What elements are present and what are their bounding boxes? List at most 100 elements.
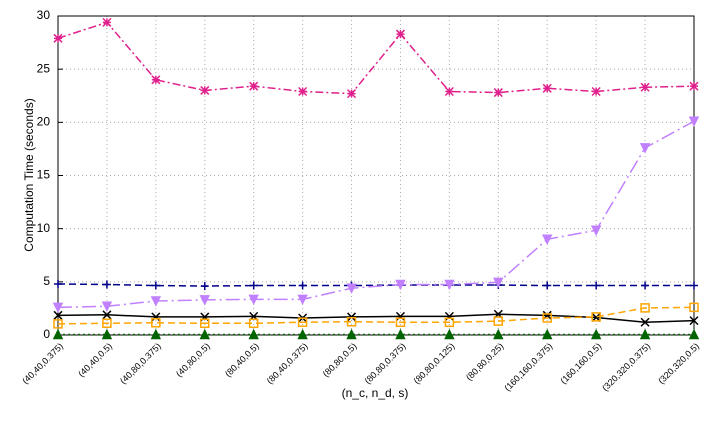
data-point [395, 317, 406, 327]
data-point [52, 328, 64, 340]
data-point [101, 328, 113, 340]
y-tick-label: 10 [37, 221, 51, 235]
data-point [53, 33, 63, 43]
data-point [151, 281, 160, 290]
data-point [199, 328, 210, 340]
x-tick-label: (80,40,0.5) [223, 341, 261, 379]
data-point [542, 234, 553, 245]
data-point [346, 316, 357, 327]
data-point [101, 301, 113, 312]
data-point [641, 281, 650, 290]
x-tick-label: (40,80,0.5) [174, 341, 212, 379]
x-tick-label: (320,320,0.5) [656, 341, 701, 386]
data-point [298, 281, 307, 290]
data-point [395, 311, 405, 321]
data-point [640, 303, 650, 313]
data-point [150, 296, 162, 307]
data-point [395, 328, 406, 340]
data-point [200, 85, 210, 95]
data-point [151, 312, 161, 322]
data-point [689, 81, 699, 91]
data-point [493, 316, 504, 326]
data-point [543, 281, 552, 290]
data-point [444, 317, 455, 327]
data-point [248, 294, 259, 306]
data-point [199, 295, 210, 306]
data-point [151, 75, 161, 85]
data-point [591, 312, 601, 322]
data-point [640, 317, 650, 327]
data-point [150, 328, 162, 340]
data-point [493, 277, 504, 289]
data-point [53, 310, 63, 320]
data-point [249, 281, 258, 290]
plot-frame [57, 15, 695, 336]
data-point [590, 225, 602, 236]
series-line [57, 120, 695, 309]
data-point [52, 302, 64, 314]
data-point [688, 328, 700, 340]
data-point [346, 283, 357, 294]
data-point [248, 328, 259, 340]
x-tick-label: (40,80,0.375) [118, 341, 163, 386]
data-point [248, 318, 259, 329]
y-tick-label: 15 [37, 168, 51, 182]
x-tick-label: (80,80,0.375) [363, 341, 408, 386]
data-point [297, 328, 308, 340]
x-tick-label: (80,80,0.5) [321, 341, 359, 379]
data-point [690, 281, 698, 290]
x-tick-label: (80,40,0.375) [265, 341, 310, 386]
data-point [493, 88, 503, 98]
y-tick-label: 0 [43, 327, 50, 341]
data-point [493, 328, 504, 340]
data-point [688, 116, 700, 127]
data-point [54, 279, 62, 288]
data-point [249, 81, 259, 91]
data-point [151, 318, 161, 328]
data-point [689, 302, 699, 313]
data-point [395, 279, 406, 291]
x-tick-label: (160,160,0.375) [502, 341, 554, 393]
data-point [102, 17, 112, 27]
x-tick-label: (40,40,0.375) [20, 341, 65, 386]
data-point [590, 328, 602, 340]
data-point [591, 312, 601, 322]
data-point [395, 29, 405, 39]
data-point [102, 310, 112, 320]
data-point [542, 328, 553, 340]
data-point [639, 143, 651, 154]
data-point [347, 89, 357, 99]
x-tick-label: (80,80,0.25) [464, 341, 505, 382]
data-point [542, 83, 552, 93]
data-point [444, 86, 454, 97]
x-tick-label: (80,80,0.125) [412, 341, 457, 386]
data-point [689, 316, 699, 326]
data-point [444, 328, 455, 340]
x-tick-label: (40,40,0.5) [76, 341, 114, 379]
series-line [57, 306, 695, 325]
data-point [102, 280, 111, 289]
data-point [297, 294, 308, 306]
data-point [444, 279, 455, 291]
data-point [639, 328, 651, 340]
x-axis-title: (n_c, n_d, s) [342, 386, 409, 400]
data-point [346, 328, 357, 340]
y-tick-label: 20 [37, 115, 51, 129]
data-point [200, 282, 209, 291]
x-tick-label: (320,320,0.375) [600, 341, 652, 393]
y-tick-label: 30 [37, 8, 51, 22]
data-point [444, 311, 454, 321]
series-line [57, 283, 694, 287]
data-point [298, 86, 308, 97]
data-point [640, 82, 650, 92]
series-line [57, 21, 695, 95]
data-point [592, 281, 601, 290]
data-point [347, 312, 357, 322]
data-point [200, 318, 210, 329]
data-point [53, 319, 63, 329]
data-point [102, 318, 112, 329]
y-tick-label: 25 [37, 61, 51, 75]
data-point [591, 86, 601, 97]
data-point [542, 313, 552, 323]
